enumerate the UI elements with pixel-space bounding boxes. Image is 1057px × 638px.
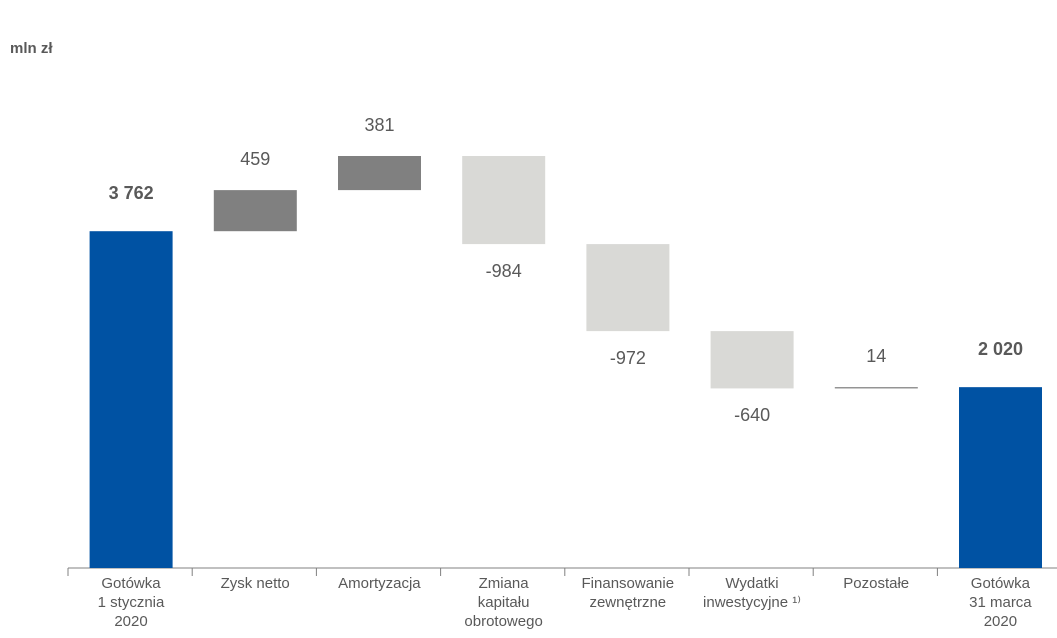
x-tick-label: Zysk netto: [220, 575, 290, 592]
x-tick-label: Pozostałe: [843, 575, 910, 592]
value-label: 3 762: [109, 183, 154, 203]
x-tick-label: Amortyzacja: [338, 575, 421, 592]
value-label: 459: [240, 149, 270, 169]
unit-label: mln zł: [10, 40, 53, 57]
value-label: -640: [734, 405, 770, 425]
x-tick-label: Wydatki inwestycyjne ¹⁾: [703, 575, 801, 611]
bar: [586, 244, 670, 332]
value-label: 14: [866, 346, 886, 366]
x-tick-label: Gotówka 1 stycznia 2020: [97, 575, 165, 630]
value-label: 2 020: [978, 339, 1023, 359]
bar: [710, 331, 794, 389]
bar: [462, 156, 546, 245]
x-tick-label: Finansowanie zewnętrzne: [581, 575, 675, 611]
value-label: -972: [610, 348, 646, 368]
bar: [213, 190, 297, 232]
bar: [834, 387, 918, 389]
bar: [89, 231, 173, 568]
bar: [959, 387, 1042, 568]
value-label: -984: [486, 261, 522, 281]
value-label: 381: [364, 115, 394, 135]
x-tick-label: Gotówka 31 marca 2020: [969, 575, 1032, 630]
x-tick-label: Zmiana kapitału obrotowego: [464, 575, 543, 630]
bar: [338, 156, 421, 191]
